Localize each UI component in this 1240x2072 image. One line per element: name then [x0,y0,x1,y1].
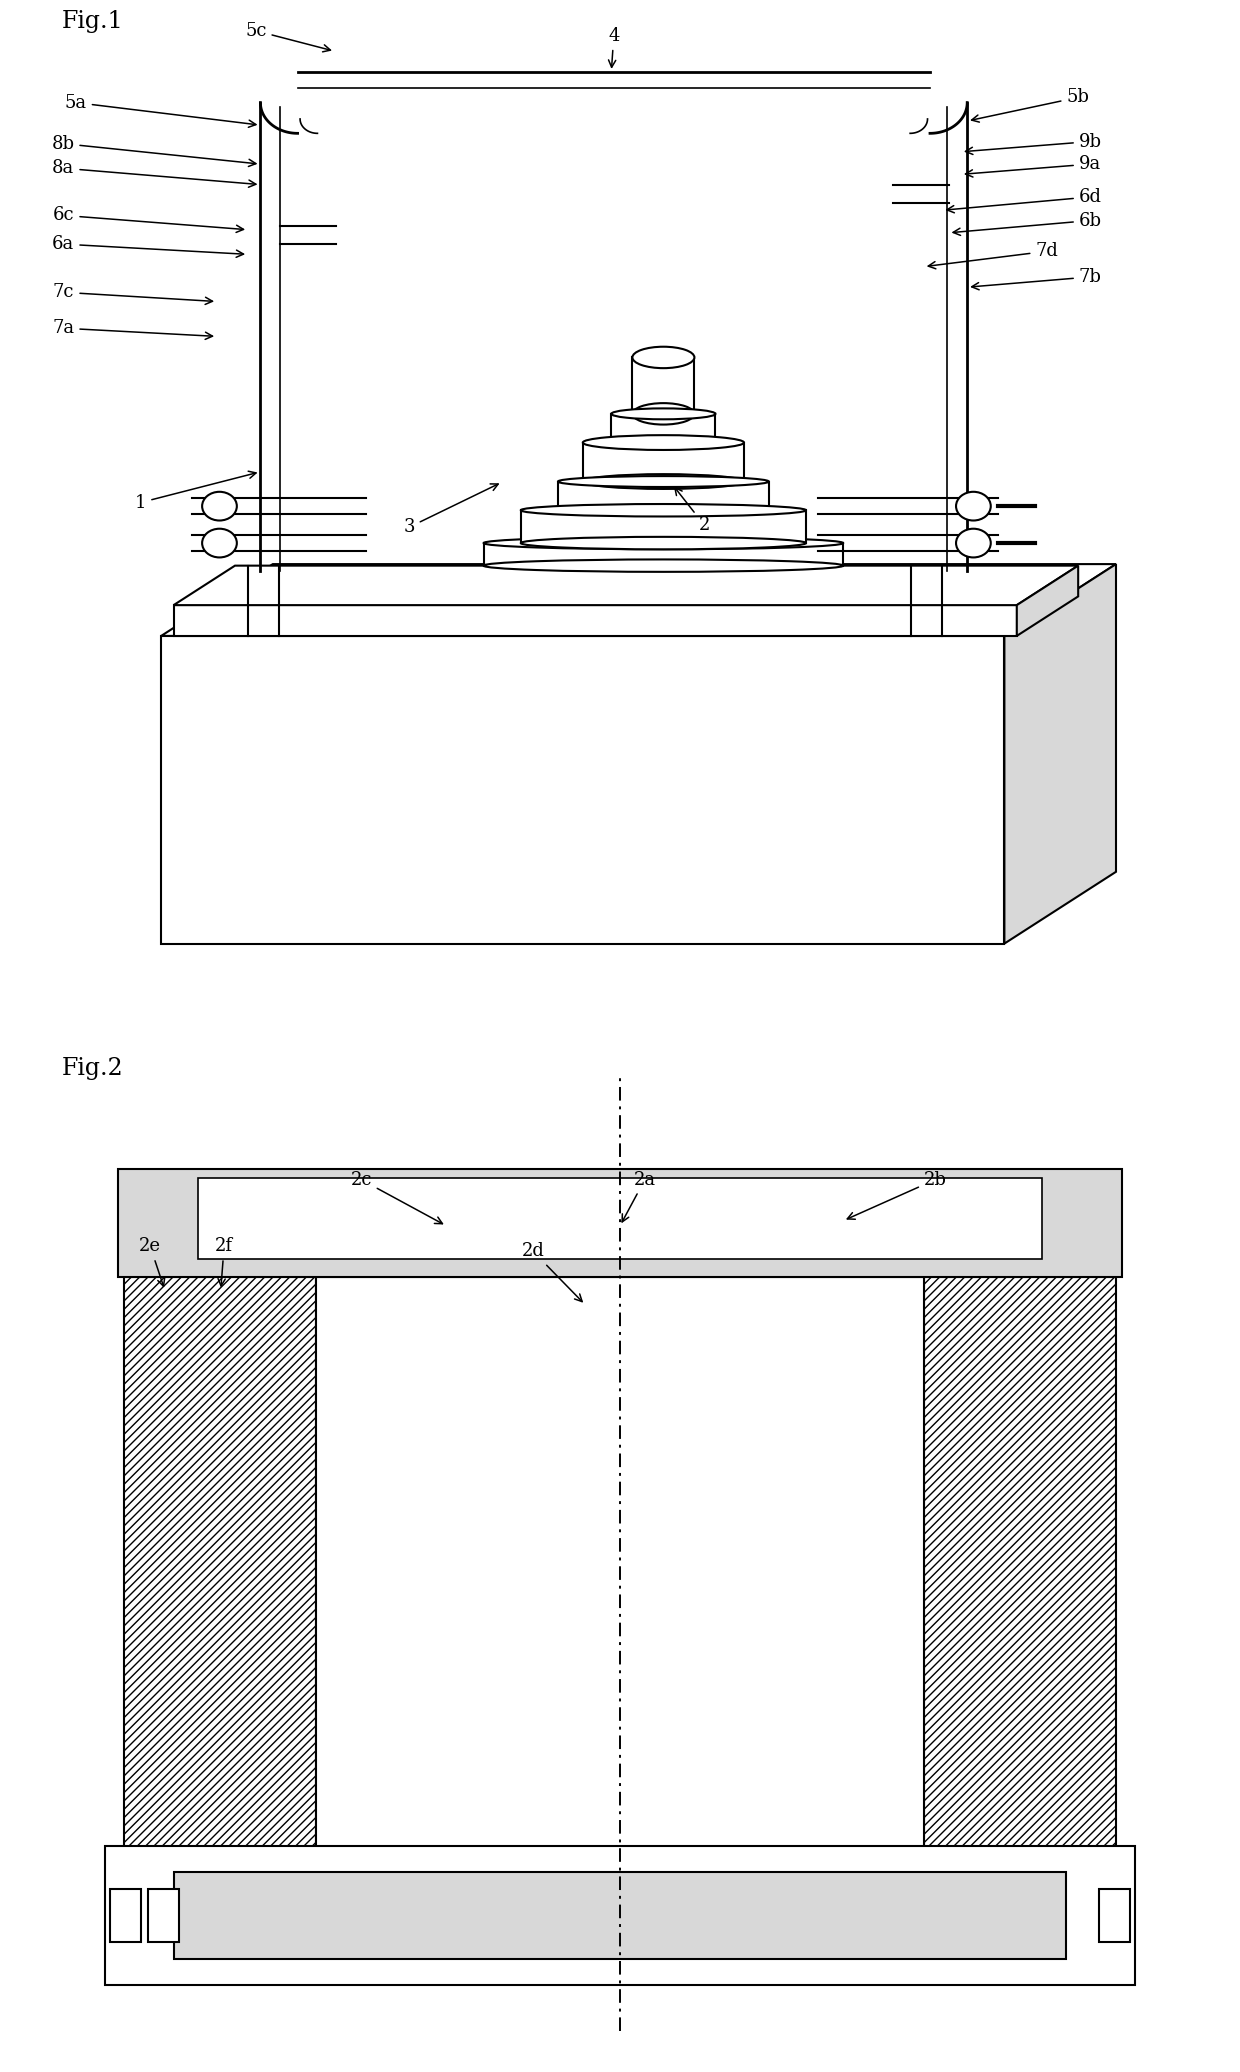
Polygon shape [1017,566,1079,636]
Polygon shape [924,1276,1116,1852]
Polygon shape [583,443,744,481]
Text: 6c: 6c [53,207,243,232]
Polygon shape [110,1890,141,1941]
Circle shape [202,528,237,557]
Polygon shape [148,1890,179,1941]
Ellipse shape [484,537,843,549]
Text: 8a: 8a [52,160,255,186]
Text: 1: 1 [135,470,255,512]
Text: 8b: 8b [51,135,255,166]
Text: 2c: 2c [351,1171,443,1225]
Polygon shape [118,1169,1122,1276]
Text: 2a: 2a [622,1171,656,1222]
Ellipse shape [632,346,694,369]
Text: 7d: 7d [929,242,1058,269]
Circle shape [202,491,237,520]
Text: Fig.2: Fig.2 [62,1057,124,1080]
Circle shape [956,528,991,557]
Text: 9a: 9a [966,155,1101,176]
Polygon shape [484,543,843,566]
Text: 4: 4 [608,27,620,66]
Text: 5a: 5a [64,93,255,126]
Text: 3: 3 [403,485,498,537]
Polygon shape [174,566,1079,605]
Ellipse shape [583,474,744,489]
Polygon shape [558,481,769,510]
Polygon shape [124,1276,316,1852]
Text: 5c: 5c [246,23,330,52]
Text: 6a: 6a [52,234,243,257]
Text: 5b: 5b [972,89,1089,122]
Circle shape [956,491,991,520]
Ellipse shape [611,437,715,448]
Polygon shape [632,358,694,414]
Text: 2: 2 [675,487,711,535]
Polygon shape [198,1177,1042,1258]
Ellipse shape [632,404,694,425]
Ellipse shape [611,408,715,419]
Polygon shape [316,1276,924,1852]
Ellipse shape [521,503,806,516]
Ellipse shape [521,537,806,549]
Text: 7b: 7b [972,267,1101,290]
Polygon shape [1004,564,1116,943]
Text: Fig.1: Fig.1 [62,10,124,33]
Text: 9b: 9b [966,133,1102,155]
Polygon shape [161,636,1004,943]
Text: 6d: 6d [947,189,1102,213]
Ellipse shape [484,559,843,572]
Polygon shape [174,605,1017,636]
Text: 7a: 7a [52,319,212,340]
Ellipse shape [558,477,769,487]
Polygon shape [521,510,806,543]
Polygon shape [174,1871,1066,1960]
Text: 2d: 2d [522,1243,582,1301]
Polygon shape [105,1846,1135,1985]
Polygon shape [1099,1890,1130,1941]
Text: 2e: 2e [139,1237,165,1287]
Text: 6b: 6b [954,211,1102,236]
Ellipse shape [583,435,744,450]
Polygon shape [611,414,715,443]
Text: 2b: 2b [847,1171,946,1218]
Text: 7c: 7c [53,284,212,305]
Ellipse shape [558,506,769,516]
Polygon shape [161,564,1116,636]
Text: 2f: 2f [215,1237,233,1287]
